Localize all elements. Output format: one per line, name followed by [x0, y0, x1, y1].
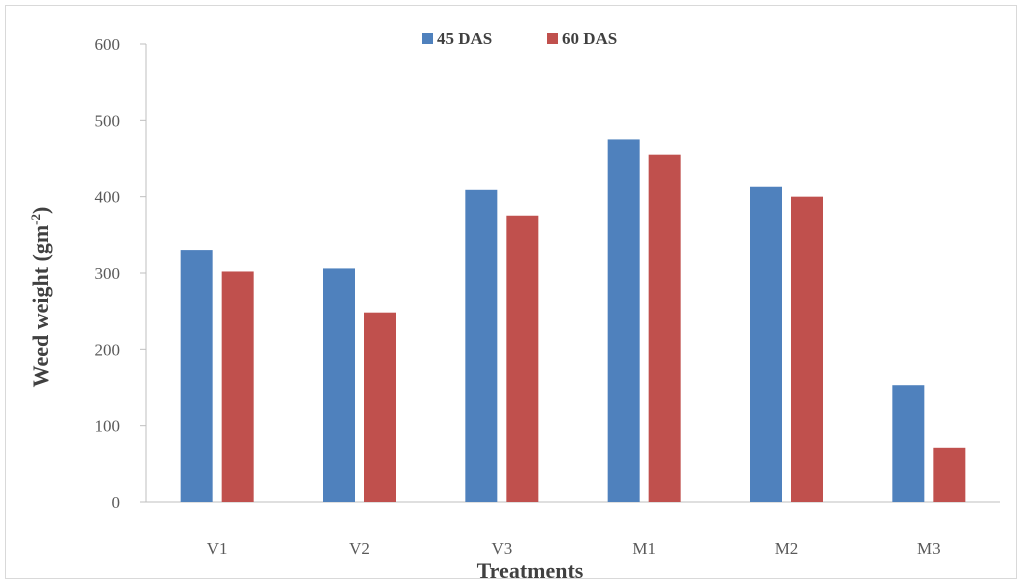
bar-60-das-v3 — [506, 215, 539, 502]
y-tick-label: 200 — [95, 340, 121, 359]
x-tick-label: V3 — [491, 539, 512, 558]
y-tick-label: 0 — [112, 493, 121, 512]
legend-swatch — [547, 33, 558, 44]
legend-label: 60 DAS — [562, 29, 617, 48]
x-axis: V1 V2 V3 M1 M2 M3 — [146, 501, 1000, 558]
y-axis-title: Weed weight (gm-2) — [28, 207, 53, 388]
bars — [180, 139, 966, 502]
y-axis-title-end: ) — [28, 207, 53, 214]
legend-label: 45 DAS — [437, 29, 492, 48]
bar-45-das-m1 — [607, 139, 640, 502]
x-axis-title: Treatments — [477, 558, 584, 583]
bar-45-das-v1 — [180, 250, 213, 502]
bar-45-das-m2 — [750, 186, 782, 502]
x-tick-label: M2 — [775, 539, 799, 558]
y-axis: 0 100 200 300 400 500 600 — [95, 35, 147, 512]
x-tick-label: V1 — [207, 539, 228, 558]
bar-45-das-m3 — [892, 385, 925, 502]
bar-45-das-v3 — [465, 189, 498, 502]
bar-60-das-v1 — [221, 271, 254, 502]
x-tick-label: V2 — [349, 539, 370, 558]
y-tick-label: 300 — [95, 264, 121, 283]
bar-60-das-m1 — [648, 154, 681, 502]
bar-60-das-m3 — [933, 447, 966, 502]
y-tick-label: 600 — [95, 35, 121, 54]
bar-45-das-v2 — [323, 268, 355, 502]
y-tick-label: 100 — [95, 417, 121, 436]
legend-swatch — [422, 33, 433, 44]
legend: 45 DAS 60 DAS — [422, 29, 617, 48]
y-axis-title-main: Weed weight (gm — [28, 225, 53, 388]
y-axis-title-sup: -2 — [28, 214, 43, 225]
bar-60-das-m2 — [791, 196, 823, 502]
y-tick-label: 500 — [95, 111, 121, 130]
x-tick-label: M1 — [632, 539, 656, 558]
bar-60-das-v2 — [364, 312, 396, 502]
y-tick-label: 400 — [95, 188, 121, 207]
x-tick-label: M3 — [917, 539, 941, 558]
